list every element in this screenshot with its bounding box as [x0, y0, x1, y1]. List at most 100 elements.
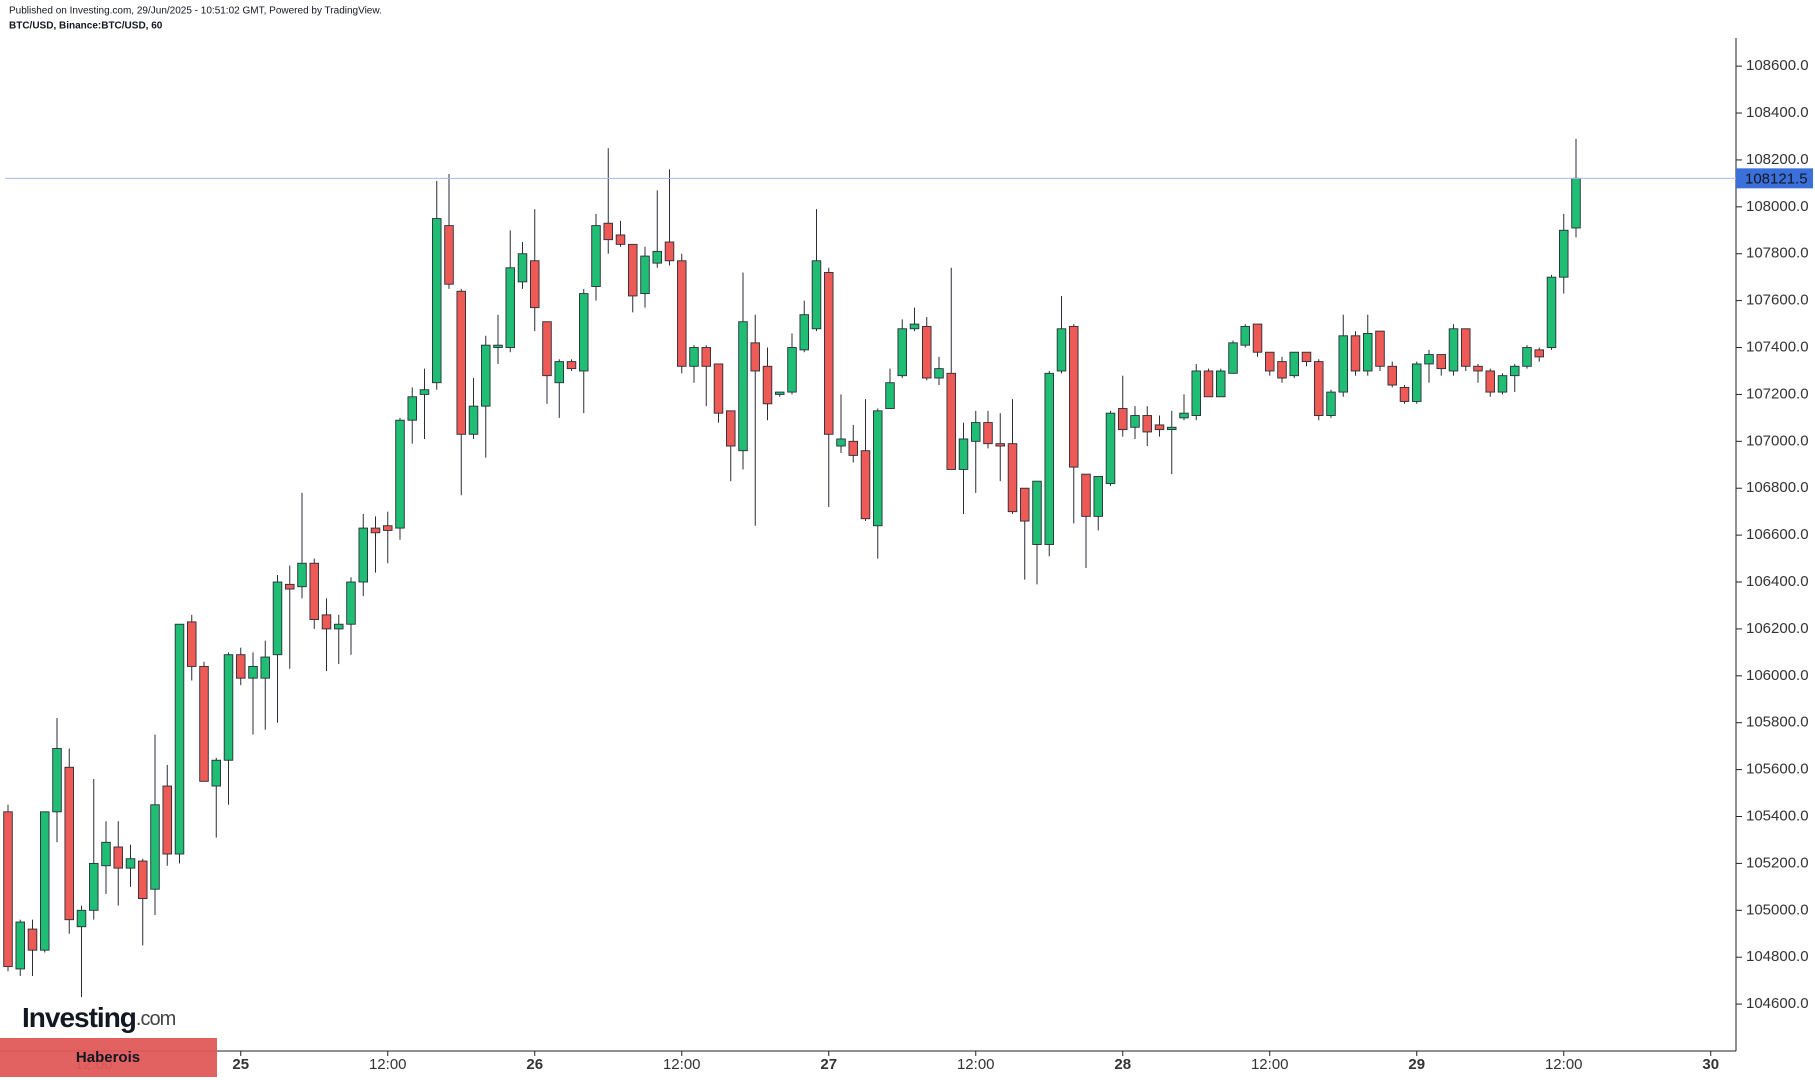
candle-body	[113, 846, 123, 869]
candle-body	[101, 841, 111, 867]
x-tick-label: 12:00	[663, 1056, 701, 1073]
candle-body	[689, 347, 699, 367]
candle-body	[370, 527, 381, 534]
candle-body	[334, 623, 344, 630]
candle-body	[799, 314, 810, 351]
candle-body	[235, 654, 246, 679]
candle-body	[530, 260, 540, 309]
x-tick-label: 12:00	[369, 1056, 407, 1073]
candle-body	[150, 804, 160, 890]
candle-body	[738, 321, 748, 452]
candle-body	[456, 290, 467, 435]
candle-body	[1154, 424, 1165, 431]
candle-body	[873, 410, 883, 527]
candle-body	[579, 293, 589, 372]
candle-body	[358, 527, 369, 583]
candle-body	[468, 405, 479, 435]
x-tick-label: 12:00	[1545, 1056, 1583, 1073]
candle-body	[1375, 330, 1385, 367]
y-tick-label: 107400.0	[1746, 338, 1809, 355]
candle-body	[493, 344, 503, 348]
candle-body	[640, 255, 650, 295]
candle-body	[1436, 354, 1446, 370]
candle-body	[174, 623, 185, 855]
candle-body	[27, 928, 38, 951]
candle-body	[1350, 335, 1361, 372]
candle-body	[664, 241, 675, 262]
candle-body	[52, 748, 62, 813]
chart-title: BTC/USD, Binance:BTC/USD, 60	[9, 21, 163, 32]
candle-body	[922, 325, 932, 379]
candle-body	[1289, 351, 1299, 377]
candle-body	[407, 396, 418, 421]
candle-body	[297, 562, 307, 588]
x-tick-label: 29	[1408, 1056, 1425, 1073]
candle-body	[395, 419, 405, 529]
candle-body	[1338, 335, 1348, 393]
candle-body	[1191, 370, 1201, 416]
candle-body	[1166, 426, 1177, 431]
candle-body	[1399, 386, 1410, 402]
candle-body	[566, 361, 577, 370]
candle-body	[1362, 333, 1373, 372]
candle-body	[137, 860, 148, 900]
candle-body	[260, 656, 271, 679]
logo-suffix: .com	[136, 1008, 176, 1030]
x-tick-label: 26	[526, 1056, 543, 1073]
candle-body	[1068, 325, 1079, 468]
x-tick-label: 12:00	[1251, 1056, 1289, 1073]
candle-body	[186, 621, 197, 667]
y-tick-label: 108400.0	[1746, 104, 1809, 121]
candle-body	[505, 267, 516, 348]
candle-body	[995, 443, 1006, 447]
candle-body	[946, 372, 957, 470]
candle-body	[677, 260, 687, 367]
candle-body	[1032, 480, 1042, 545]
candle-body	[1240, 325, 1250, 346]
candle-body	[1130, 415, 1140, 428]
candle-body	[750, 342, 761, 372]
candle-body	[1485, 370, 1495, 393]
candle-body	[15, 921, 26, 970]
logo: Investing.com	[22, 1002, 176, 1033]
candle-body	[1007, 443, 1018, 513]
candle-body	[1534, 349, 1544, 358]
candle-body	[1044, 372, 1054, 545]
y-tick-label: 108600.0	[1746, 57, 1809, 74]
candle-body	[909, 323, 920, 330]
candle-body	[76, 909, 87, 928]
candle-body	[1081, 473, 1091, 517]
candle-body	[554, 361, 565, 384]
candle-body	[1546, 276, 1557, 348]
candle-body	[321, 614, 332, 630]
candle-body	[432, 218, 442, 384]
candle-body	[615, 234, 626, 245]
candle-body	[383, 525, 393, 531]
published-note: Published on Investing.com, 29/Jun/2025 …	[9, 6, 382, 17]
candle-body	[1252, 323, 1263, 353]
candle-body	[1460, 328, 1471, 367]
candle-body	[1313, 361, 1324, 416]
candle-body	[848, 440, 859, 456]
candle-body	[652, 250, 663, 264]
candle-body	[836, 438, 846, 447]
y-tick-label: 106800.0	[1746, 479, 1809, 496]
y-tick-label: 106000.0	[1746, 667, 1809, 684]
x-tick-label: 28	[1114, 1056, 1131, 1073]
candle-body	[983, 422, 993, 445]
candle-body	[628, 243, 638, 297]
candle-body	[762, 365, 773, 405]
candle-body	[1571, 177, 1581, 229]
banner-text: Haberois	[76, 1049, 140, 1066]
y-tick-label: 106200.0	[1746, 620, 1809, 637]
y-tick-label: 105200.0	[1746, 854, 1809, 871]
candle-body	[1056, 328, 1067, 372]
candle-body	[897, 328, 908, 377]
candle-body	[860, 450, 871, 520]
candle-body	[958, 438, 969, 470]
candle-body	[223, 654, 234, 761]
candle-body	[1277, 361, 1287, 379]
candle-body	[3, 811, 13, 968]
y-tick-label: 108000.0	[1746, 198, 1809, 215]
